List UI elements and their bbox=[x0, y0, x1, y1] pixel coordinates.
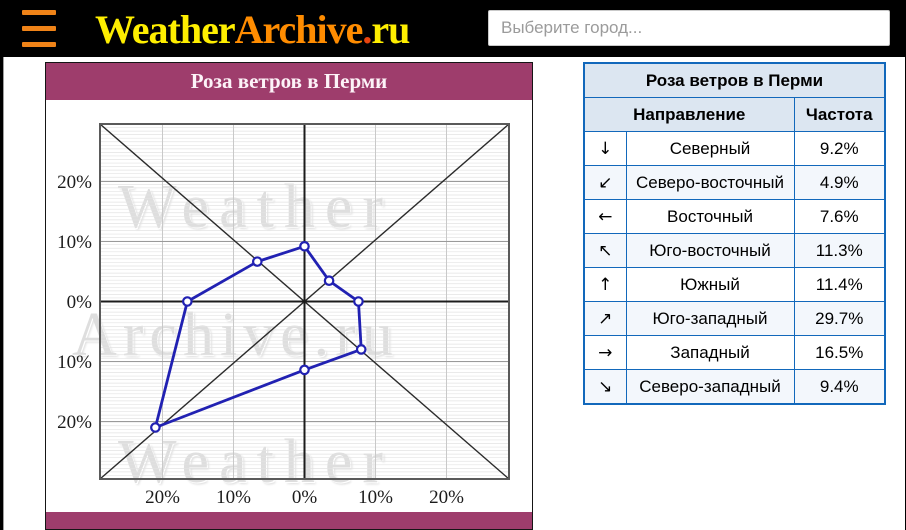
wind-rose-plot: 20% 10% 0% 10% 20% 20% 10% 0% 10% 20% bbox=[57, 123, 510, 508]
wind-frequency-value: 16.5% bbox=[793, 335, 886, 370]
hamburger-icon bbox=[22, 26, 56, 31]
wind-direction-arrow-icon: ↗ bbox=[583, 301, 627, 336]
table-row: ↙ Северо-восточный 4.9% bbox=[583, 165, 886, 200]
table-row: ↑ Южный 11.4% bbox=[583, 267, 886, 302]
column-header-frequency: Частота bbox=[793, 97, 886, 132]
svg-text:0%: 0% bbox=[67, 292, 93, 313]
wind-direction-name: Северо-восточный bbox=[625, 165, 795, 200]
wind-direction-name: Северо-западный bbox=[625, 369, 795, 405]
chart-title: Роза ветров в Перми bbox=[190, 69, 388, 93]
table-row: ← Восточный 7.6% bbox=[583, 199, 886, 234]
wind-direction-arrow-icon: ↙ bbox=[583, 165, 627, 200]
wind-direction-arrow-icon: → bbox=[583, 335, 627, 370]
hamburger-icon bbox=[22, 10, 56, 15]
wind-frequency-value: 9.4% bbox=[793, 369, 886, 405]
chart-title-bar: Роза ветров в Перми bbox=[46, 63, 532, 100]
svg-text:10%: 10% bbox=[216, 487, 251, 508]
table-title: Роза ветров в Перми bbox=[583, 62, 886, 98]
svg-text:20%: 20% bbox=[429, 487, 464, 508]
wind-direction-name: Южный bbox=[625, 267, 795, 302]
wind-direction-name: Юго-западный bbox=[625, 301, 795, 336]
wind-frequency-value: 29.7% bbox=[793, 301, 886, 336]
table-title-row: Роза ветров в Перми bbox=[583, 62, 886, 98]
svg-text:0%: 0% bbox=[292, 487, 318, 508]
svg-text:20%: 20% bbox=[57, 412, 92, 433]
wind-frequency-value: 11.3% bbox=[793, 233, 886, 268]
table-row: ↖ Юго-восточный 11.3% bbox=[583, 233, 886, 268]
wind-direction-arrow-icon: ↓ bbox=[583, 131, 627, 166]
wind-direction-arrow-icon: ↘ bbox=[583, 369, 627, 405]
hamburger-menu-button[interactable] bbox=[22, 10, 56, 47]
table-header-row: Направление Частота bbox=[583, 97, 886, 132]
chart-footer-bar bbox=[46, 512, 532, 529]
wind-direction-name: Западный bbox=[625, 335, 795, 370]
table-row: ↘ Северо-западный 9.4% bbox=[583, 369, 886, 405]
svg-text:10%: 10% bbox=[57, 232, 92, 253]
svg-text:20%: 20% bbox=[145, 487, 180, 508]
content-area: Роза ветров в Перми Weather Archive.ru W… bbox=[3, 57, 905, 530]
wind-frequency-value: 11.4% bbox=[793, 267, 886, 302]
wind-rose-table-panel: Роза ветров в Перми Направление Частота … bbox=[583, 62, 886, 405]
wind-direction-name: Северный bbox=[625, 131, 795, 166]
column-header-direction: Направление bbox=[583, 97, 795, 132]
wind-direction-arrow-icon: ↑ bbox=[583, 267, 627, 302]
logo-archive-text: Archive bbox=[234, 7, 364, 52]
svg-text:10%: 10% bbox=[57, 352, 92, 373]
wind-rose-table: Роза ветров в Перми Направление Частота … bbox=[583, 62, 886, 405]
wind-direction-name: Юго-восточный bbox=[625, 233, 795, 268]
wind-direction-arrow-icon: ← bbox=[583, 199, 627, 234]
wind-direction-arrow-icon: ↖ bbox=[583, 233, 627, 268]
city-search-input[interactable] bbox=[488, 10, 890, 46]
hamburger-icon bbox=[22, 42, 56, 47]
wind-direction-name: Восточный bbox=[625, 199, 795, 234]
wind-rose-chart-card: Роза ветров в Перми Weather Archive.ru W… bbox=[45, 62, 533, 530]
site-logo[interactable]: WeatherArchive.ru bbox=[95, 0, 410, 57]
svg-text:20%: 20% bbox=[57, 172, 92, 193]
wind-frequency-value: 9.2% bbox=[793, 131, 886, 166]
logo-ru-text: ru bbox=[371, 7, 410, 52]
logo-weather-text: Weather bbox=[95, 7, 236, 52]
wind-frequency-value: 4.9% bbox=[793, 165, 886, 200]
table-row: → Западный 16.5% bbox=[583, 335, 886, 370]
site-header: WeatherArchive.ru bbox=[0, 0, 906, 57]
svg-text:10%: 10% bbox=[358, 487, 393, 508]
table-row: ↓ Северный 9.2% bbox=[583, 131, 886, 166]
chart-body: Weather Archive.ru Weather 20% 10% 0% 10% 20… bbox=[46, 100, 532, 512]
table-row: ↗ Юго-западный 29.7% bbox=[583, 301, 886, 336]
wind-frequency-value: 7.6% bbox=[793, 199, 886, 234]
logo-dot-text: . bbox=[362, 7, 372, 52]
